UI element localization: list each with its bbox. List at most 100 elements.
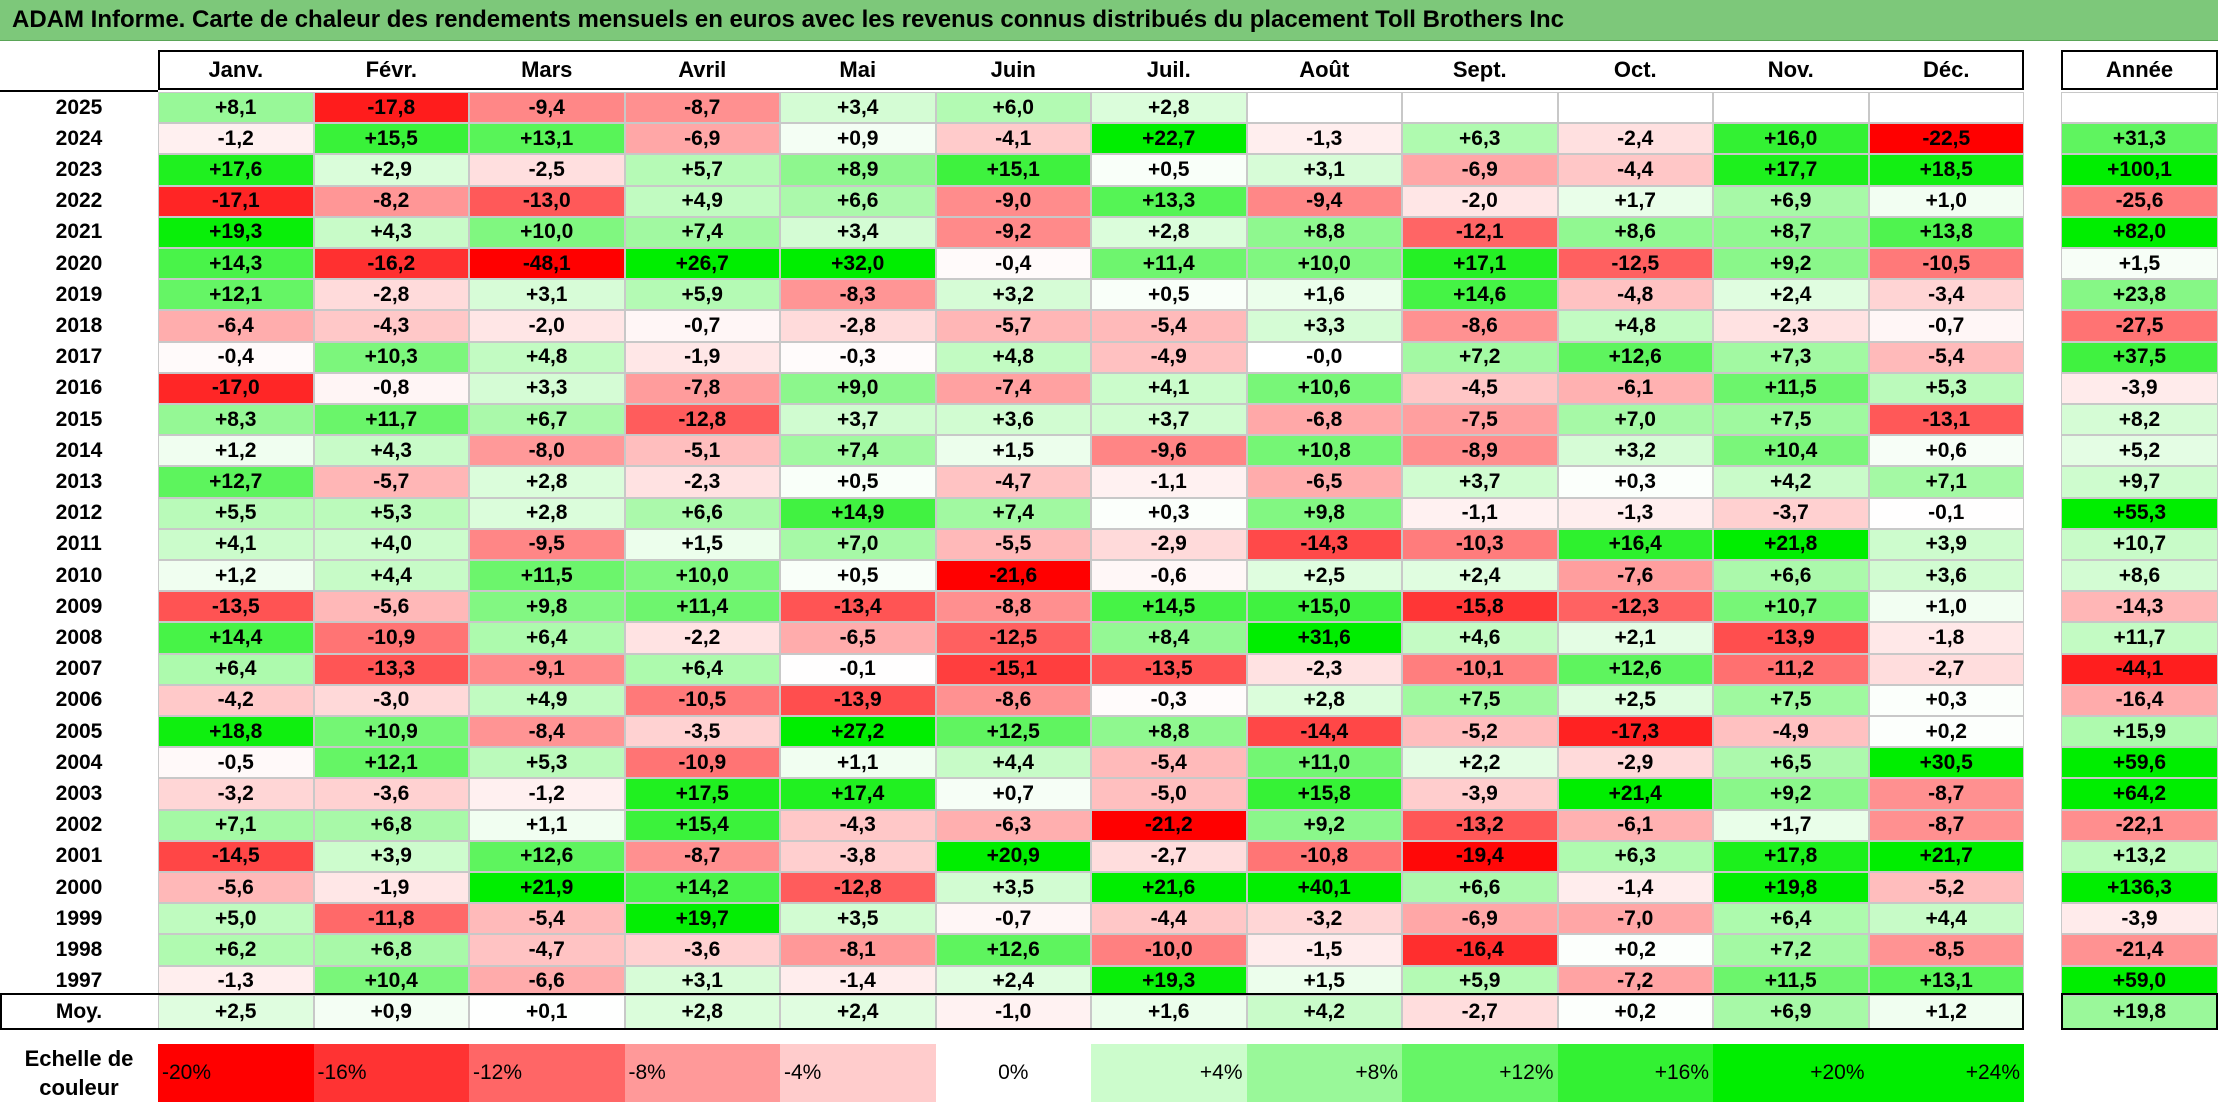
color-scale-stop: -12% [469, 1044, 625, 1102]
heatmap-cell: -6,9 [1402, 903, 1558, 935]
color-scale-stop: -4% [780, 1044, 936, 1102]
heatmap-cell: -9,4 [1246, 185, 1402, 217]
month-header: Sept. [1452, 57, 1507, 82]
color-scale-label: Echelle de couleur [0, 1044, 158, 1102]
annual-cell: -27,5 [2061, 310, 2218, 342]
heatmap-cell: -2,9 [1557, 747, 1713, 779]
heatmap-cell: +5,9 [624, 279, 780, 311]
heatmap-cell: +19,3 [1091, 965, 1247, 997]
avg-cell: +4,2 [1246, 995, 1402, 1029]
color-scale-stop: +8% [1246, 1044, 1402, 1102]
heatmap-cell: +6,6 [1713, 560, 1869, 592]
avg-cell: +1,6 [1091, 995, 1247, 1029]
heatmap-cell: -6,4 [158, 310, 314, 342]
heatmap-cell: -8,7 [624, 840, 780, 872]
heatmap-cell: -13,4 [780, 591, 936, 623]
annual-cell: +100,1 [2061, 154, 2218, 186]
heatmap-cell: -10,5 [624, 684, 780, 716]
heatmap-cell: -5,4 [1091, 310, 1247, 342]
heatmap-cell: +11,7 [313, 404, 469, 436]
heatmap-cell: +0,5 [1091, 154, 1247, 186]
heatmap-cell: -14,5 [158, 840, 314, 872]
heatmap-cell: +5,3 [469, 747, 625, 779]
heatmap-cell: +3,5 [935, 872, 1091, 904]
heatmap-cell: -10,0 [1091, 934, 1247, 966]
heatmap-cell: +17,1 [1402, 248, 1558, 280]
heatmap-cell: +9,8 [469, 591, 625, 623]
heatmap-cell: +6,3 [1557, 840, 1713, 872]
heatmap-cell: -16,4 [1402, 934, 1558, 966]
heatmap-cell: +3,4 [780, 92, 936, 124]
heatmap-cell: +0,3 [1091, 497, 1247, 529]
heatmap-cell: -2,4 [1557, 123, 1713, 155]
heatmap-cell: -17,3 [1557, 716, 1713, 748]
heatmap-cell: +3,6 [935, 404, 1091, 436]
heatmap-cell: +3,1 [1246, 154, 1402, 186]
annual-cell: -16,4 [2061, 684, 2218, 716]
heatmap-cell: -17,0 [158, 372, 314, 404]
heatmap-cell: -8,6 [1402, 310, 1558, 342]
heatmap-cell: +7,1 [1868, 466, 2024, 498]
heatmap-cell: +12,6 [469, 840, 625, 872]
heatmap-cell: -13,2 [1402, 809, 1558, 841]
heatmap-cell [1713, 92, 1869, 124]
heatmap-cell: +0,3 [1868, 684, 2024, 716]
heatmap-cell: -12,1 [1402, 216, 1558, 248]
heatmap-cell: -5,1 [624, 435, 780, 467]
heatmap-cell: +4,4 [935, 747, 1091, 779]
heatmap-cell: -1,9 [624, 341, 780, 373]
heatmap-cell: -0,5 [158, 747, 314, 779]
heatmap-cell: +2,8 [469, 466, 625, 498]
avg-cell: +2,8 [624, 995, 780, 1029]
month-header: Juin [990, 57, 1036, 82]
heatmap-cell: +4,1 [1091, 372, 1247, 404]
heatmap-cell: -6,1 [1557, 372, 1713, 404]
color-scale-stop: -20% [158, 1044, 314, 1102]
heatmap-cell: +3,6 [1868, 560, 2024, 592]
heatmap-cell: -10,9 [624, 747, 780, 779]
heatmap-cell: +5,0 [158, 903, 314, 935]
year-label: 2012 [55, 501, 103, 525]
annual-cell: -3,9 [2061, 372, 2218, 404]
heatmap-cell: -13,1 [1868, 404, 2024, 436]
heatmap-cell: -2,9 [1091, 528, 1247, 560]
year-label: 2013 [55, 469, 103, 493]
heatmap-cell: +4,1 [158, 528, 314, 560]
chart-title: ADAM Informe. Carte de chaleur des rende… [12, 6, 1565, 33]
heatmap-cell: -14,3 [1246, 528, 1402, 560]
heatmap-cell: +2,5 [1557, 684, 1713, 716]
heatmap-cell: -8,7 [624, 92, 780, 124]
annual-cell: +31,3 [2061, 123, 2218, 155]
year-label: 2001 [55, 844, 103, 868]
heatmap-cell: -0,7 [935, 903, 1091, 935]
heatmap-cell: +11,5 [469, 560, 625, 592]
heatmap-cell: +0,6 [1868, 435, 2024, 467]
year-label: 2025 [55, 95, 103, 119]
heatmap-cell: +8,1 [158, 92, 314, 124]
heatmap-cell: +4,3 [313, 435, 469, 467]
heatmap-cell: +2,8 [1091, 92, 1247, 124]
avg-cell: -1,0 [935, 995, 1091, 1029]
heatmap-cell: +14,6 [1402, 279, 1558, 311]
heatmap-cell: +5,5 [158, 497, 314, 529]
heatmap-cell: -4,3 [780, 809, 936, 841]
avg-annual-cell: +19,8 [2061, 995, 2218, 1029]
heatmap-cell: +10,0 [1246, 248, 1402, 280]
heatmap-cell: +3,7 [1091, 404, 1247, 436]
heatmap-cell: -9,5 [469, 528, 625, 560]
heatmap-cell: -0,3 [780, 341, 936, 373]
month-header: Mai [839, 57, 877, 82]
heatmap-cell: -7,8 [624, 372, 780, 404]
heatmap-cell: -1,8 [1868, 622, 2024, 654]
annual-cell: +37,5 [2061, 341, 2218, 373]
heatmap-cell: +7,2 [1402, 341, 1558, 373]
heatmap-cell: -1,3 [1246, 123, 1402, 155]
heatmap-cell: -7,4 [935, 372, 1091, 404]
heatmap-cell: +9,8 [1246, 497, 1402, 529]
heatmap-cell: +3,2 [1557, 435, 1713, 467]
year-label: 2023 [55, 157, 103, 181]
heatmap-cell: +13,8 [1868, 216, 2024, 248]
heatmap-cell: -10,8 [1246, 840, 1402, 872]
heatmap-cell: +15,5 [313, 123, 469, 155]
year-label: 2022 [55, 189, 103, 213]
